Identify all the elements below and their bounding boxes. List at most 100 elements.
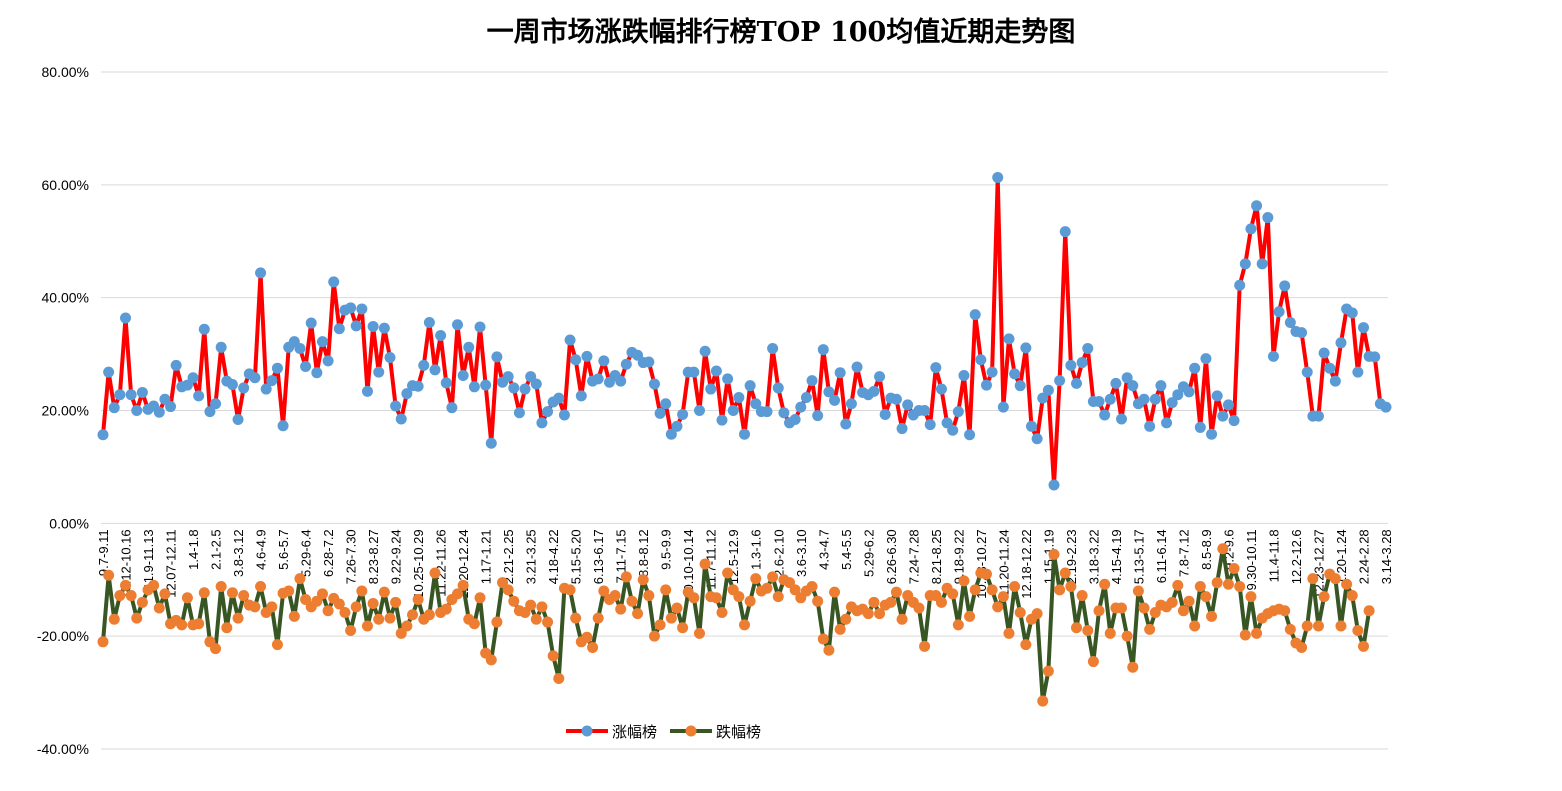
data-point [1189,620,1201,632]
data-point [1189,362,1201,374]
data-point [356,303,368,315]
data-point [480,379,492,391]
data-point [255,267,267,279]
data-point [423,316,435,328]
data-point [986,366,998,378]
data-point [1020,639,1032,651]
data-point [136,386,148,398]
data-point [153,602,165,614]
x-tick-label: 8.23-8.27 [366,529,381,584]
data-point [350,601,362,613]
data-point [654,619,666,631]
data-point [513,407,525,419]
data-point [1239,629,1251,641]
data-point [727,405,739,416]
data-point [964,429,976,441]
data-point [1296,327,1308,339]
data-point [710,592,722,604]
data-point [1065,359,1077,371]
data-point [620,358,632,370]
data-point [339,606,351,618]
x-tick-label: 5.4-5.5 [839,529,854,569]
data-point [322,355,334,367]
x-tick-label: 6.11-6.14 [1154,529,1169,583]
data-point [1172,389,1184,401]
data-point [1082,342,1094,354]
data-point [654,407,666,419]
data-point [390,596,402,608]
data-point [868,596,880,608]
data-point [384,612,396,624]
data-point [671,602,683,614]
data-point [919,640,931,652]
data-point [1031,433,1043,445]
data-point [896,613,908,625]
data-point [1065,581,1077,593]
data-point [592,612,604,624]
x-tick-label: 6.13-6.17 [591,529,606,584]
data-point [322,605,334,617]
data-point [1279,280,1291,292]
data-point [1138,602,1150,614]
data-point [935,383,947,395]
data-point [812,410,824,422]
data-point [1251,200,1263,212]
x-tick-label: 1.20-1.24 [1334,529,1349,584]
data-point [885,596,897,608]
data-point [952,406,964,418]
data-point [1251,627,1263,639]
data-point [874,608,886,620]
data-point [125,590,137,602]
data-point [1099,578,1111,590]
data-point [1352,366,1364,378]
data-point [176,619,188,631]
data-point [418,359,430,371]
x-tick-label: 7.24-7.28 [906,529,921,584]
legend-item: 涨幅榜 [566,723,657,741]
data-point [401,620,413,632]
data-point [716,606,728,618]
data-point [367,597,379,609]
legend-item: 跌幅榜 [670,723,761,741]
data-point [508,382,520,394]
data-point [1104,393,1116,405]
data-point [812,595,824,607]
x-tick-label: 12.18-12.22 [1019,529,1034,598]
data-point [834,623,846,635]
data-point [463,341,475,353]
data-point [789,414,801,426]
data-point [570,612,582,624]
data-point [750,573,762,585]
data-point [1363,605,1375,617]
data-point [1239,258,1251,270]
data-point [739,428,750,440]
data-point [288,610,300,622]
data-point [328,276,340,288]
data-point [1329,573,1341,585]
data-point [333,323,345,335]
data-point [316,588,328,600]
data-point [699,558,711,570]
data-point [97,636,109,648]
data-point [1279,605,1291,617]
data-point [542,616,554,628]
x-tick-label: 11.9-11.13 [141,529,156,589]
data-point [108,402,120,414]
data-point [767,571,779,583]
x-tick-label: 3.8-3.12 [231,529,246,577]
data-point [429,567,441,579]
data-point [440,603,452,615]
data-point [997,591,1009,603]
data-point [1318,591,1330,603]
data-point [829,394,841,406]
data-point [333,598,345,610]
data-point [1183,386,1195,398]
data-point [829,586,841,598]
data-point [1054,375,1066,387]
data-point [1296,641,1308,653]
data-point [930,362,942,374]
x-tick-label: 6.26-6.30 [884,529,899,584]
data-point [508,595,520,607]
legend-label: 跌幅榜 [716,723,761,741]
x-tick-label: 6.28-7.2 [321,529,336,577]
